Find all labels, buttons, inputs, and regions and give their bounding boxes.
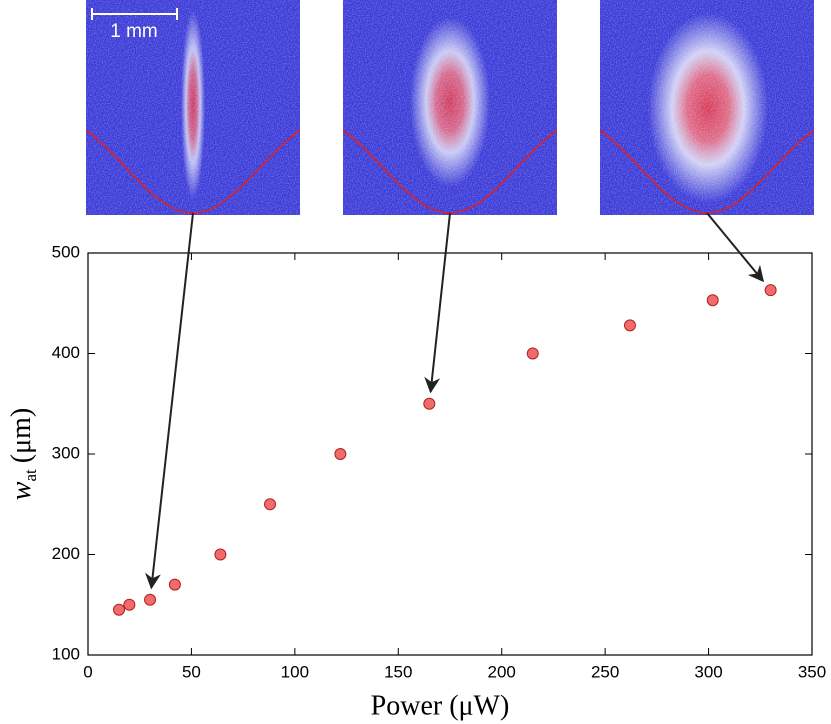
point: [144, 593, 157, 606]
x-tick-label: 0: [83, 662, 92, 681]
image-1: 1 mm: [86, 0, 300, 215]
x-tick-label: 350: [798, 662, 826, 681]
point: [623, 319, 636, 332]
point: [168, 578, 181, 591]
y-label-unit: (μm): [6, 408, 37, 463]
x-tick-label: 250: [591, 662, 619, 681]
y-tick-label: 200: [52, 544, 80, 563]
arrow: [145, 212, 194, 590]
arrow: [424, 212, 451, 394]
point: [526, 347, 539, 360]
image-3: [600, 0, 814, 215]
y-tick-label: 500: [52, 242, 80, 261]
plot-frame: [87, 252, 813, 656]
point: [706, 294, 719, 307]
x-tick-label: 150: [384, 662, 412, 681]
point: [214, 548, 227, 561]
y-tick-label: 300: [52, 443, 80, 462]
y-label-subscript: at: [21, 469, 40, 482]
point: [423, 397, 436, 410]
y-tick-label: 100: [52, 644, 80, 663]
x-axis-label: Power (μW): [371, 690, 510, 721]
point: [113, 603, 126, 616]
point: [334, 448, 347, 460]
x-tick-label: 100: [281, 662, 309, 681]
point: [764, 284, 777, 297]
point: [264, 498, 277, 511]
scale-bar-label: 1 mm: [110, 21, 158, 42]
image-2: [343, 0, 557, 215]
arrow: [706, 212, 765, 283]
y-axis-label: wat (μm): [6, 408, 40, 500]
point: [123, 598, 136, 611]
x-tick-label: 50: [182, 662, 201, 681]
x-tick-label: 200: [488, 662, 516, 681]
y-tick-label: 400: [52, 343, 80, 362]
y-label-symbol: w: [6, 481, 37, 500]
x-tick-label: 300: [694, 662, 722, 681]
